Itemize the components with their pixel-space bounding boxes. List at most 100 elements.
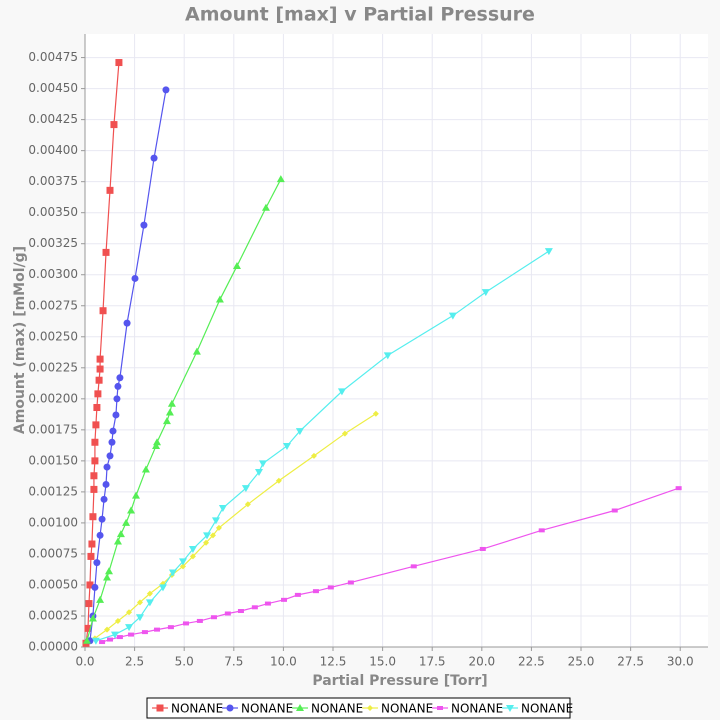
y-tick-label: 0.00200 — [28, 391, 78, 405]
marker — [281, 597, 288, 602]
marker — [150, 154, 158, 162]
marker — [116, 635, 123, 640]
marker — [98, 515, 106, 523]
legend-label: NONANE — [451, 702, 503, 716]
marker — [145, 599, 154, 607]
marker — [437, 706, 443, 710]
marker — [92, 421, 100, 429]
x-tick-label: 20.0 — [468, 655, 495, 669]
marker — [86, 581, 94, 589]
marker — [282, 442, 291, 450]
series-line — [94, 413, 377, 639]
marker — [372, 410, 379, 417]
marker — [538, 528, 545, 533]
marker — [108, 438, 116, 446]
series-line — [95, 250, 550, 642]
y-tick-label: 0.00325 — [28, 236, 78, 250]
marker — [165, 408, 174, 416]
marker — [189, 553, 196, 560]
marker — [203, 539, 210, 546]
legend-label: NONANE — [241, 702, 293, 716]
x-tick-label: 15.0 — [369, 655, 396, 669]
y-tick-label: 0.00475 — [28, 50, 78, 64]
marker — [91, 457, 99, 465]
marker — [93, 559, 101, 567]
marker — [188, 545, 197, 553]
marker — [102, 480, 110, 488]
marker — [103, 463, 111, 471]
marker — [95, 376, 103, 384]
marker — [226, 704, 234, 712]
marker — [114, 382, 122, 390]
y-tick-label: 0.00400 — [28, 143, 78, 157]
marker — [110, 121, 118, 129]
marker — [110, 631, 119, 639]
y-tick-label: 0.00425 — [28, 112, 78, 126]
marker — [91, 637, 100, 645]
marker — [135, 614, 144, 622]
marker — [102, 248, 110, 256]
x-tick-label: 17.5 — [419, 655, 446, 669]
marker — [96, 531, 104, 539]
marker — [224, 611, 231, 616]
marker — [153, 438, 162, 446]
marker — [251, 605, 258, 610]
marker — [341, 430, 348, 437]
marker — [410, 564, 417, 569]
marker — [122, 518, 131, 526]
x-tick-label: 5.0 — [175, 655, 194, 669]
marker — [162, 86, 170, 94]
y-tick-label: 0.00250 — [28, 329, 78, 343]
x-tick-label: 0.0 — [75, 655, 94, 669]
marker — [100, 495, 108, 503]
marker — [116, 530, 125, 538]
x-tick-label: 10.0 — [270, 655, 297, 669]
marker — [115, 59, 123, 67]
marker — [218, 505, 227, 513]
marker — [93, 404, 101, 412]
marker — [211, 517, 220, 525]
marker — [167, 399, 176, 407]
x-tick-label: 7.5 — [224, 655, 243, 669]
y-tick-label: 0.00025 — [28, 608, 78, 622]
y-tick-label: 0.00450 — [28, 81, 78, 95]
marker — [103, 573, 112, 581]
marker — [146, 590, 153, 597]
marker — [96, 365, 104, 373]
legend-label: NONANE — [311, 702, 363, 716]
marker — [131, 274, 139, 282]
marker — [192, 347, 201, 355]
marker — [276, 175, 285, 183]
marker — [294, 592, 301, 597]
marker — [241, 485, 250, 493]
marker — [275, 477, 282, 484]
marker — [312, 589, 319, 594]
marker — [127, 506, 136, 514]
marker — [209, 532, 216, 539]
marker — [196, 618, 203, 623]
y-tick-label: 0.00150 — [28, 453, 78, 467]
marker — [167, 625, 174, 630]
marker — [96, 595, 105, 603]
marker — [123, 319, 131, 327]
marker — [88, 540, 96, 548]
marker — [113, 395, 121, 403]
marker — [106, 186, 114, 194]
marker — [96, 355, 104, 363]
marker — [158, 584, 167, 592]
marker — [90, 472, 98, 480]
marker — [337, 388, 346, 396]
y-tick-label: 0.00100 — [28, 515, 78, 529]
x-tick-label: 2.5 — [125, 655, 144, 669]
marker — [116, 374, 124, 382]
marker — [140, 221, 148, 229]
marker — [506, 705, 514, 712]
marker — [131, 491, 140, 499]
marker — [180, 563, 187, 570]
x-tick-label: 25.0 — [568, 655, 595, 669]
marker — [99, 307, 107, 315]
y-tick-label: 0.00300 — [28, 267, 78, 281]
x-tick-label: 12.5 — [320, 655, 347, 669]
marker — [89, 513, 97, 521]
